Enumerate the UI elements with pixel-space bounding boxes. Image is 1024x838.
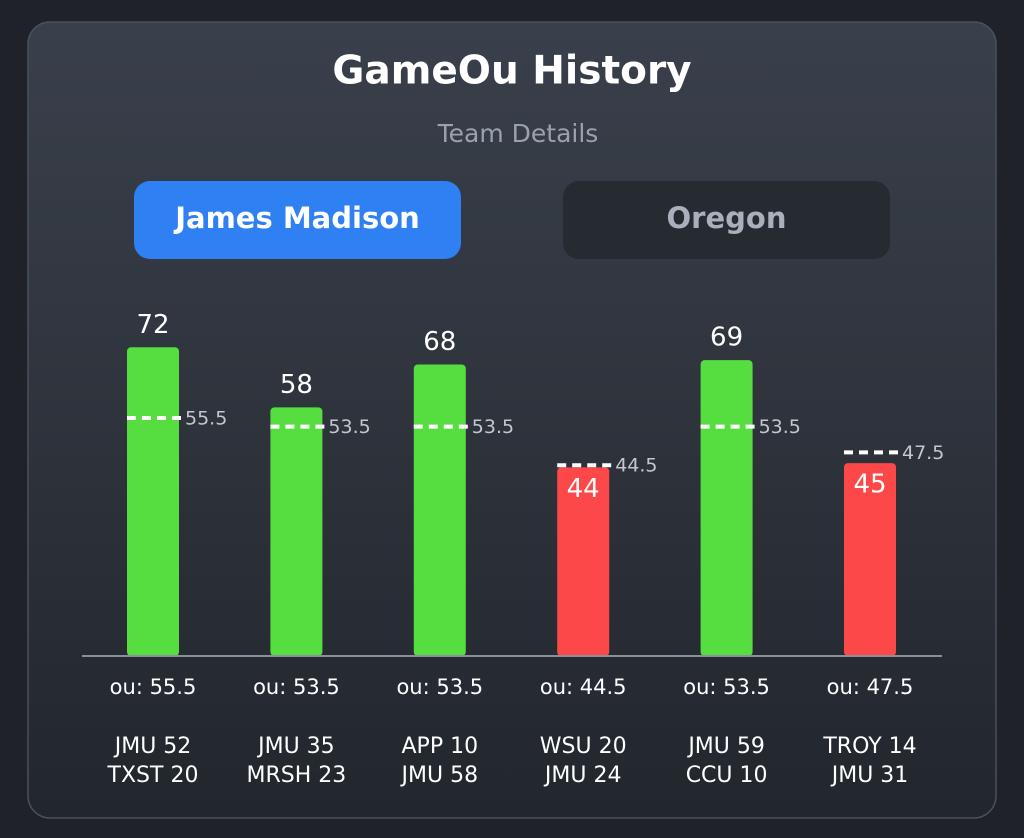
ou-line-label: 53.5: [759, 416, 801, 438]
value-label: 44: [567, 474, 600, 504]
game-score: JMU 24: [543, 763, 622, 788]
game-score: CCU 10: [686, 763, 768, 788]
subtitle: Team Details: [437, 119, 599, 148]
ou-line-label: 53.5: [472, 416, 514, 438]
value-label: 72: [136, 310, 169, 340]
game-score: JMU 35: [256, 734, 335, 759]
ou-line-label: 47.5: [902, 442, 944, 464]
game-score: JMU 31: [830, 763, 909, 788]
ou-line-label: 44.5: [615, 455, 657, 477]
bar: [270, 407, 323, 656]
ou-line-label: 55.5: [185, 408, 227, 430]
game-score: JMU 59: [686, 734, 765, 759]
game-score: APP 10: [402, 734, 479, 759]
title: GameOu History: [332, 49, 691, 94]
bar: [557, 467, 610, 656]
ou-label: ou: 53.5: [683, 675, 770, 699]
game-score: WSU 20: [540, 734, 627, 759]
value-label: 45: [853, 470, 886, 500]
value-label: 69: [710, 323, 743, 353]
ou-label: ou: 53.5: [253, 675, 340, 699]
game-score: JMU 52: [113, 734, 192, 759]
tab-label[interactable]: Oregon: [667, 201, 787, 235]
game-score: TXST 20: [107, 763, 199, 788]
bar: [127, 347, 179, 656]
ou-label: ou: 53.5: [396, 675, 483, 699]
tab-button[interactable]: [563, 181, 890, 259]
ou-label: ou: 55.5: [110, 675, 197, 699]
bar: [844, 463, 896, 656]
game-score: MRSH 23: [247, 763, 347, 788]
ou-line-label: 53.5: [328, 416, 370, 438]
tab-label[interactable]: James Madison: [173, 201, 420, 235]
ou-label: ou: 44.5: [540, 675, 627, 699]
tab-button[interactable]: [134, 181, 461, 259]
bar: [700, 360, 753, 656]
ou-label: ou: 47.5: [827, 675, 914, 699]
value-label: 58: [280, 370, 313, 400]
game-score: TROY 14: [822, 734, 916, 759]
value-label: 68: [423, 327, 456, 357]
bar: [413, 364, 466, 656]
game-score: JMU 58: [400, 763, 479, 788]
